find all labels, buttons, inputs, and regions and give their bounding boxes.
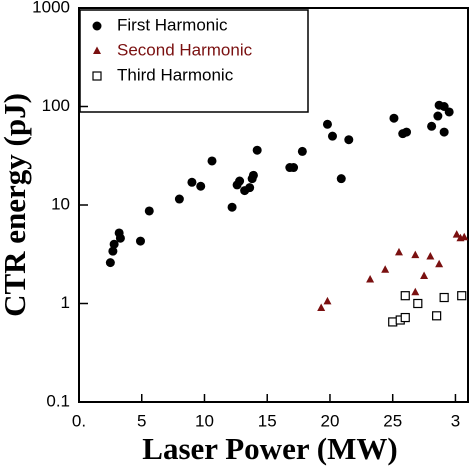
data-point [207,156,217,166]
data-point [174,194,184,204]
data-point [432,311,442,321]
x-axis-label: Laser Power (MW) [142,431,397,466]
data-point [327,131,337,141]
data-point [388,317,398,327]
data-point [344,135,354,145]
data-point [135,236,145,246]
x-tick-label: 15 [258,411,277,430]
data-point [252,145,262,155]
legend-marker [92,21,102,31]
data-point [394,247,403,256]
data-point [289,163,299,173]
data-point [381,265,390,273]
data-point [402,127,412,137]
data-point [108,246,118,256]
data-point [427,121,437,131]
data-point [411,287,420,296]
x-tick-label: 25 [383,411,402,430]
data-point [366,275,375,283]
x-tick-label: 3 [451,411,460,430]
data-point [452,230,461,238]
y-tick-label: 0.1 [46,391,70,410]
legend-label: Third Harmonic [117,65,234,84]
data-point [457,291,467,301]
x-tick-label: 10 [195,411,214,430]
y-tick-label: 1 [61,293,70,312]
data-point [196,181,206,191]
data-point [439,292,449,303]
legend-label: Second Harmonic [117,40,253,59]
data-point [435,259,444,268]
legend-label: First Harmonic [117,15,228,34]
data-point [411,250,420,259]
data-point [389,113,399,123]
y-tick-label: 100 [42,96,70,115]
y-axis-label: CTR energy (pJ) [0,93,32,317]
data-point [235,176,245,186]
data-point [187,177,197,187]
data-point [400,291,410,301]
data-point [460,232,469,241]
data-point [323,296,332,305]
data-point [297,146,307,156]
data-point [439,127,449,137]
y-tick-label: 10 [51,194,70,213]
x-tick-label: 20 [321,411,340,430]
data-point [248,170,258,180]
data-point [444,107,454,117]
data-point [109,239,119,249]
data-point [115,233,125,243]
data-point [413,298,423,309]
x-tick-label: 0. [72,411,86,430]
data-point [433,111,443,121]
data-point [426,252,435,260]
data-point [317,303,326,312]
data-point [400,312,410,323]
data-point [322,119,332,129]
data-point [105,258,115,268]
data-point [227,202,237,212]
data-point [336,174,346,184]
y-tick-label: 1000 [32,0,70,16]
legend-box [79,9,309,113]
data-point [245,183,255,193]
legend-marker [93,46,101,54]
x-tick-label: 5 [137,411,146,430]
data-point [420,271,429,280]
legend-marker [92,71,102,81]
data-point [144,206,154,216]
